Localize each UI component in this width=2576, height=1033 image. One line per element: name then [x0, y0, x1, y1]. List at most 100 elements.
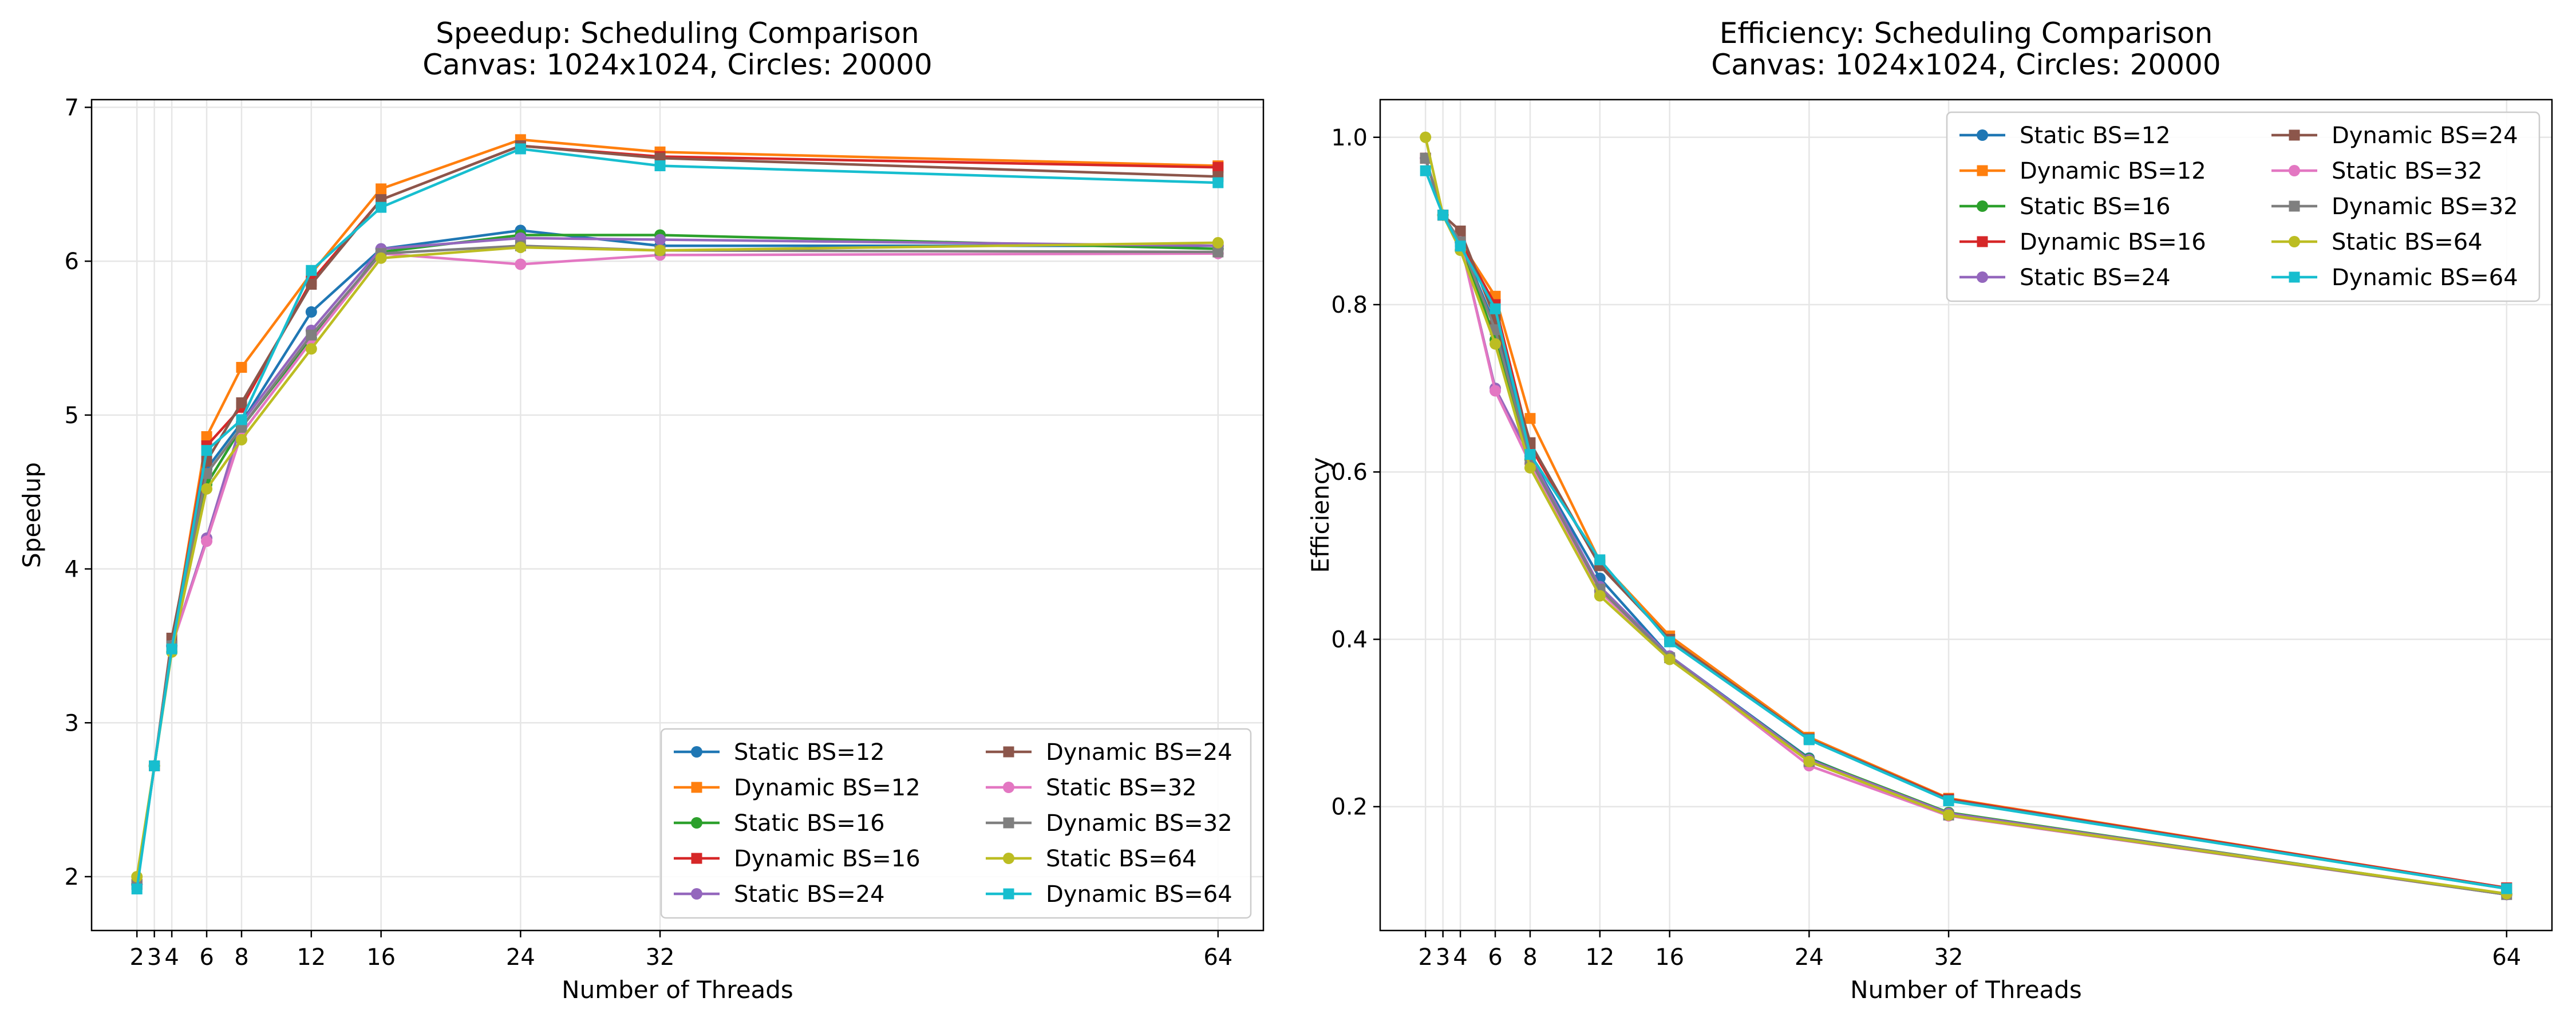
chart-subtitle: Canvas: 1024x1024, Circles: 20000 [1711, 48, 2221, 81]
data-point [1943, 809, 1955, 821]
legend-marker [1977, 271, 1988, 283]
x-tick-label: 32 [646, 944, 675, 971]
y-tick-label: 5 [65, 403, 79, 429]
legend-label: Dynamic BS=16 [2020, 229, 2206, 255]
x-tick-label: 8 [234, 944, 248, 971]
legend-label: Static BS=24 [2020, 265, 2171, 291]
legend-marker [1977, 236, 1988, 247]
data-point [654, 234, 666, 246]
data-point [306, 278, 317, 290]
y-tick-label: 7 [65, 94, 79, 121]
gridlines [1380, 100, 2552, 931]
legend-entry: Static BS=64 [986, 846, 1197, 872]
data-point [1420, 165, 1431, 176]
data-point [1490, 303, 1501, 314]
legend-entry: Static BS=24 [1959, 265, 2171, 291]
legend-label: Static BS=64 [2332, 229, 2483, 255]
data-point [305, 306, 317, 318]
data-point [1664, 653, 1676, 665]
legend-entry: Dynamic BS=16 [1959, 229, 2206, 255]
legend-entry: Static BS=64 [2271, 229, 2483, 255]
x-tick-label: 24 [1795, 944, 1824, 971]
data-point [1943, 795, 1954, 807]
x-tick-label: 8 [1523, 944, 1537, 971]
data-point [166, 643, 177, 655]
data-point [1524, 413, 1536, 424]
data-point [1455, 240, 1466, 252]
data-point [306, 329, 317, 341]
legend-label: Static BS=16 [2020, 194, 2171, 220]
x-tick-label: 3 [1436, 944, 1450, 971]
chart-title: Speedup: Scheduling Comparison [436, 17, 919, 50]
y-tick-label: 0.4 [1331, 626, 1368, 653]
legend-entry: Dynamic BS=24 [2271, 123, 2518, 149]
y-axis-ticks: 2 3 4 5 6 7 [65, 94, 92, 890]
data-point [1524, 449, 1536, 460]
legend-entry: Dynamic BS=24 [986, 739, 1232, 766]
data-point [515, 241, 527, 253]
data-point [236, 397, 247, 408]
legend-entry: Static BS=12 [674, 739, 885, 766]
legend-entry: Static BS=32 [2271, 158, 2483, 184]
y-tick-label: 1.0 [1331, 125, 1368, 151]
chart-title: Efficiency: Scheduling Comparison [1720, 17, 2213, 50]
x-tick-label: 24 [506, 944, 535, 971]
legend-entry: Dynamic BS=32 [986, 810, 1232, 837]
data-point [376, 202, 387, 213]
data-point [1212, 177, 1224, 188]
x-tick-label: 6 [1488, 944, 1502, 971]
legend: Static BS=12 Dynamic BS=12 Static BS=16 Dyn… [660, 728, 1252, 919]
legend-label: Dynamic BS=24 [2332, 123, 2518, 149]
data-point [1437, 210, 1449, 221]
legend-entry: Dynamic BS=16 [674, 846, 920, 872]
x-tick-label: 4 [164, 944, 179, 971]
series-line [1424, 170, 2507, 890]
data-point [1212, 161, 1224, 173]
data-point [1455, 225, 1466, 236]
x-axis-label: Number of Threads [1850, 976, 2082, 1004]
legend-entry: Dynamic BS=12 [1959, 158, 2206, 184]
y-tick-label: 2 [65, 864, 79, 890]
legend-label: Dynamic BS=64 [2332, 265, 2518, 291]
data-point [1594, 554, 1606, 566]
data-point [1524, 462, 1536, 474]
y-tick-label: 0.6 [1331, 459, 1368, 486]
series-dynamic-bs-64 [131, 143, 1224, 894]
data-point [654, 245, 666, 257]
legend-entry: Static BS=16 [674, 810, 885, 837]
legend-label: Static BS=16 [734, 810, 885, 837]
plot-frame [1379, 98, 2553, 932]
data-point [1420, 152, 1431, 164]
data-point [236, 362, 247, 373]
legend-marker [1003, 817, 1014, 829]
legend-marker [691, 853, 702, 864]
data-point [201, 431, 212, 442]
x-tick-label: 2 [129, 944, 144, 971]
legend-label: Static BS=12 [734, 739, 885, 766]
data-point [1212, 236, 1224, 249]
data-point [654, 160, 666, 172]
x-tick-label: 16 [366, 944, 396, 971]
data-point [201, 535, 213, 547]
legend-label: Static BS=32 [2332, 158, 2483, 184]
legend-label: Static BS=24 [734, 881, 885, 908]
y-axis-label: Efficiency [1306, 457, 1334, 573]
data-point [1420, 131, 1432, 143]
legend-marker [691, 888, 702, 900]
plot-frame [90, 98, 1265, 932]
legend-box [660, 728, 1252, 919]
data-point [2501, 883, 2512, 894]
data-point [1594, 590, 1606, 602]
legend-entry: Dynamic BS=64 [986, 881, 1232, 908]
legend-marker [1977, 200, 1988, 212]
legend: Static BS=12 Dynamic BS=12 Static BS=16 Dyn… [1946, 111, 2541, 302]
legend-marker [691, 817, 702, 829]
x-tick-label: 3 [147, 944, 161, 971]
legend-marker [691, 782, 702, 793]
legend-label: Static BS=32 [1046, 775, 1197, 801]
y-tick-label: 0.2 [1331, 794, 1368, 821]
x-tick-label: 12 [1585, 944, 1614, 971]
legend-marker [2289, 129, 2300, 141]
